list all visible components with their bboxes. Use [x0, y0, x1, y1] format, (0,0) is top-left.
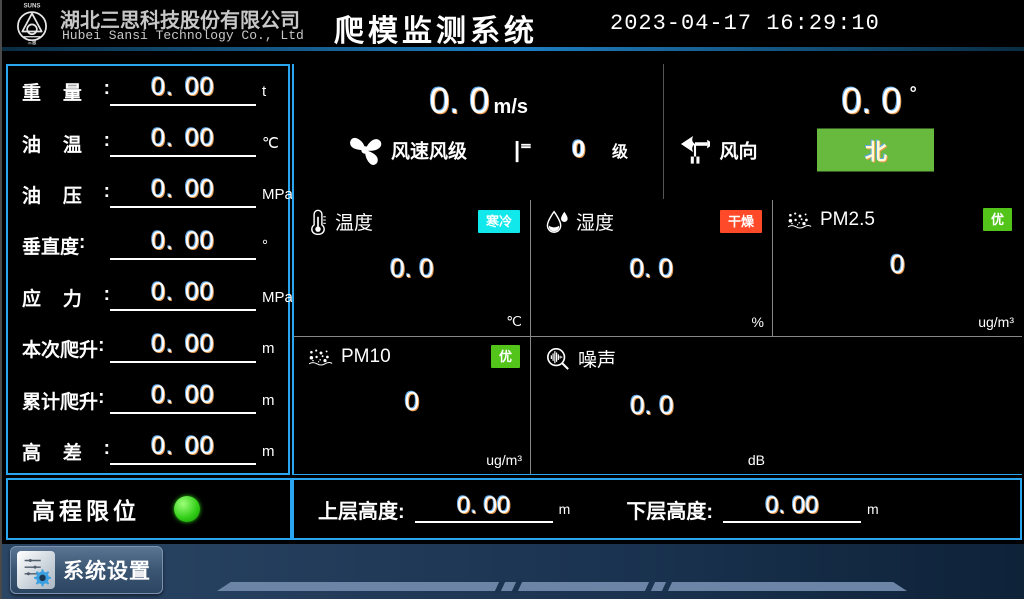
svg-text:SUNS: SUNS	[23, 3, 40, 10]
svg-text:三思: 三思	[28, 39, 37, 46]
